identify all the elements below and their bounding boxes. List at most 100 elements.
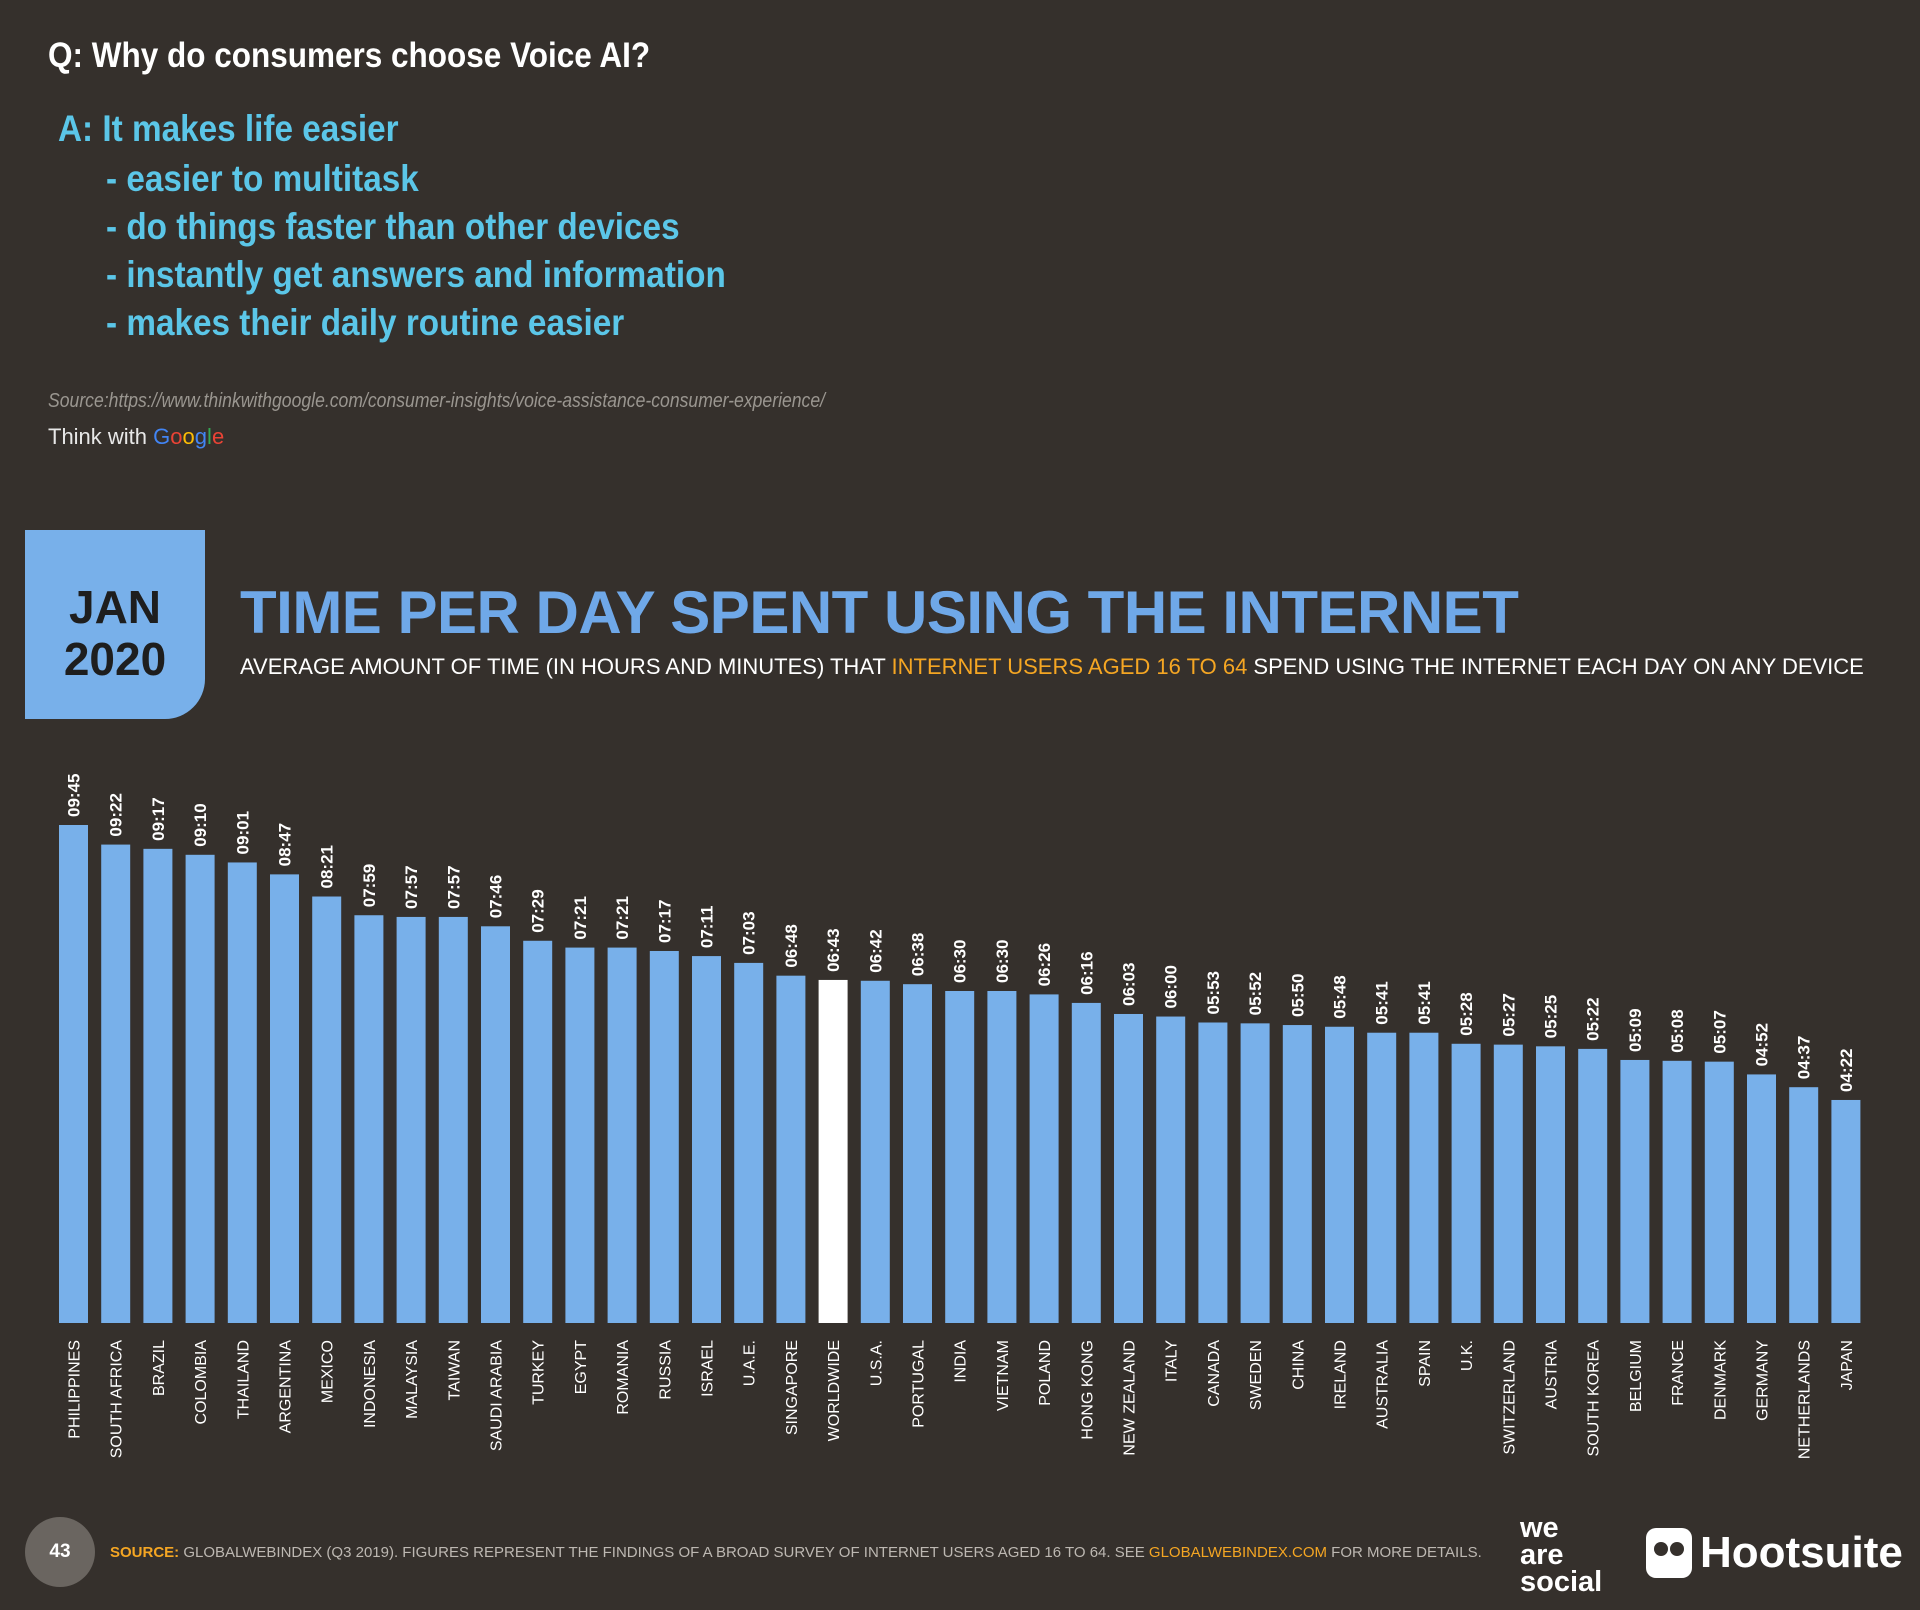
- bar-sweden: [1240, 1023, 1270, 1323]
- value-label: 09:22: [107, 793, 126, 836]
- badge-year: 2020: [63, 633, 167, 685]
- bar-italy: [1156, 1016, 1186, 1323]
- value-label: 06:00: [1162, 965, 1181, 1008]
- category-label: ARGENTINA: [278, 1340, 295, 1434]
- value-label: 05:28: [1457, 992, 1476, 1035]
- value-label: 05:09: [1626, 1008, 1645, 1051]
- category-label: PHILIPPINES: [67, 1340, 84, 1439]
- bar-indonesia: [354, 915, 384, 1323]
- google-letter: o: [182, 424, 195, 449]
- bar-brazil: [143, 848, 173, 1323]
- google-letter: l: [207, 424, 212, 449]
- category-label: CANADA: [1206, 1340, 1223, 1407]
- bar-new-zealand: [1114, 1013, 1143, 1323]
- answer-bullet: - easier to multitask: [106, 158, 419, 199]
- value-label: 06:30: [993, 940, 1012, 983]
- bar-thailand: [227, 862, 257, 1323]
- we-are-social-logo: we are social: [1520, 1512, 1602, 1597]
- category-label: IRELAND: [1333, 1340, 1350, 1409]
- bar-egypt: [565, 947, 595, 1323]
- bar-chart: 09:45 PHILIPPINES 09:22 SOUTH AFRICA 09:17 BR…: [59, 774, 1861, 1459]
- bar-israel: [692, 956, 721, 1323]
- category-label: TURKEY: [531, 1340, 548, 1405]
- value-label: 06:43: [824, 928, 843, 971]
- category-label: SWITZERLAND: [1501, 1340, 1518, 1455]
- category-label: FRANCE: [1670, 1340, 1687, 1406]
- source-end: FOR MORE DETAILS.: [1327, 1544, 1482, 1561]
- category-label: MEXICO: [320, 1340, 337, 1403]
- value-label: 07:57: [402, 865, 421, 908]
- category-label: SAUDI ARABIA: [489, 1340, 506, 1451]
- value-label: 09:17: [149, 797, 168, 840]
- subtitle-pre: AVERAGE AMOUNT OF TIME (IN HOURS AND MIN…: [240, 654, 892, 679]
- bar-saudi-arabia: [481, 926, 510, 1323]
- bar-south-korea: [1578, 1048, 1608, 1323]
- bar-taiwan: [438, 916, 468, 1323]
- badge-month: JAN: [68, 581, 162, 633]
- value-label: 06:16: [1077, 951, 1096, 994]
- value-label: 05:41: [1373, 981, 1392, 1024]
- category-label: BRAZIL: [151, 1340, 168, 1396]
- category-label: INDIA: [953, 1340, 970, 1383]
- value-label: 07:57: [444, 865, 463, 908]
- category-label: ISRAEL: [700, 1340, 717, 1397]
- google-letter: o: [170, 424, 183, 449]
- category-label: SOUTH AFRICA: [109, 1340, 126, 1459]
- source-link[interactable]: GLOBALWEBINDEX.COM: [1148, 1544, 1327, 1561]
- category-label: GERMANY: [1755, 1340, 1772, 1421]
- we-are-social-line: are: [1520, 1539, 1564, 1571]
- category-label: BELGIUM: [1628, 1340, 1645, 1412]
- category-label: CHINA: [1290, 1340, 1307, 1390]
- value-label: 05:27: [1499, 993, 1518, 1036]
- value-label: 07:59: [360, 864, 379, 907]
- source-label: SOURCE:: [110, 1544, 180, 1561]
- bar-austria: [1536, 1046, 1565, 1323]
- category-label: VIETNAM: [995, 1340, 1012, 1411]
- subtitle-highlight: INTERNET USERS AGED 16 TO 64: [891, 654, 1248, 679]
- category-label: AUSTRALIA: [1375, 1340, 1392, 1429]
- bar-u-s-a-: [860, 980, 890, 1323]
- google-letter: G: [153, 424, 171, 449]
- google-letter: e: [211, 424, 225, 449]
- category-label: HONG KONG: [1079, 1340, 1096, 1440]
- google-wordmark: Google: [153, 424, 224, 449]
- category-label: COLOMBIA: [193, 1340, 210, 1425]
- value-label: 05:50: [1288, 974, 1307, 1017]
- source-text: GLOBALWEBINDEX (Q3 2019). FIGURES REPRES…: [179, 1544, 1149, 1561]
- category-label: WORLDWIDE: [826, 1340, 843, 1441]
- source-url: Source:https://www.thinkwithgoogle.com/c…: [48, 390, 826, 412]
- category-label: NEW ZEALAND: [1122, 1340, 1139, 1456]
- bar-u-a-e-: [734, 962, 764, 1323]
- bar-switzerland: [1493, 1044, 1523, 1323]
- value-label: 09:01: [233, 811, 252, 854]
- bar-philippines: [59, 825, 88, 1323]
- value-label: 07:29: [529, 889, 548, 932]
- category-label: JAPAN: [1839, 1340, 1856, 1390]
- bar-india: [945, 991, 975, 1323]
- bar-belgium: [1620, 1059, 1650, 1323]
- value-label: 07:11: [698, 906, 717, 949]
- value-label: 05:07: [1710, 1010, 1729, 1053]
- value-label: 07:46: [487, 875, 506, 918]
- category-label: SWEDEN: [1248, 1340, 1265, 1410]
- value-label: 08:21: [318, 845, 337, 888]
- bar-denmark: [1704, 1061, 1734, 1323]
- bar-mexico: [312, 896, 342, 1323]
- value-label: 06:38: [909, 933, 928, 976]
- category-label: U.S.A.: [868, 1340, 885, 1386]
- category-label: INDONESIA: [362, 1340, 379, 1428]
- bar-argentina: [270, 874, 299, 1323]
- chart-subtitle: AVERAGE AMOUNT OF TIME (IN HOURS AND MIN…: [240, 654, 1864, 680]
- date-badge: JAN 2020: [25, 530, 205, 719]
- category-label: NETHERLANDS: [1797, 1340, 1814, 1459]
- we-are-social-line: we: [1520, 1512, 1559, 1544]
- value-label: 05:53: [1204, 971, 1223, 1014]
- bar-turkey: [523, 940, 553, 1323]
- value-label: 07:17: [655, 900, 674, 943]
- category-label: ROMANIA: [615, 1340, 632, 1415]
- value-label: 06:48: [782, 924, 801, 967]
- think-with-google-logo: Think with Google: [48, 424, 224, 450]
- google-letter: g: [194, 424, 208, 449]
- category-label: AUSTRIA: [1544, 1340, 1561, 1410]
- category-label: POLAND: [1037, 1340, 1054, 1406]
